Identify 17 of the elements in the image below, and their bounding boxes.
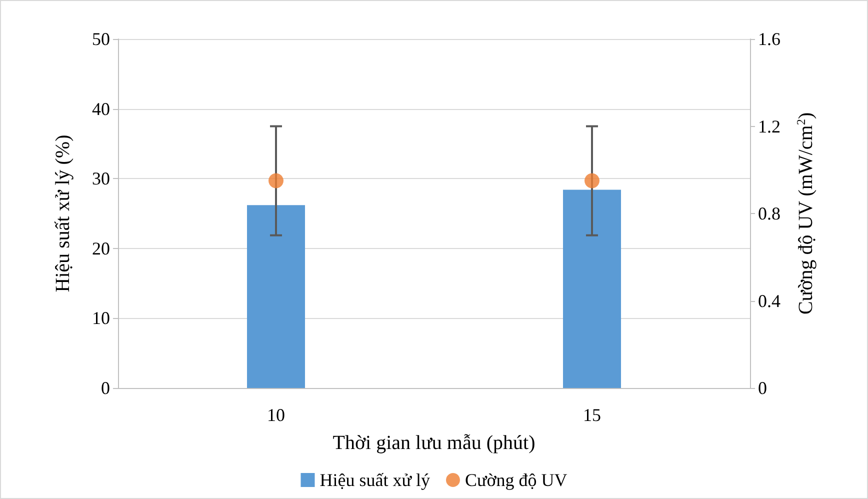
y-axis-title: Hiệu suất xử lý (%) [52, 134, 74, 292]
legend-label: Hiệu suất xử lý [320, 470, 430, 490]
y2-tick-label: 1.2 [758, 116, 780, 136]
y2-tick-label: 1.6 [758, 29, 780, 49]
y2-tick-label: 0 [758, 378, 767, 398]
y2-tick-label: 0.8 [758, 204, 780, 224]
y-tick-label: 0 [101, 378, 110, 398]
y2-tick-label: 0.4 [758, 290, 780, 311]
y2-axis-title: Cường độ UV (mW/cm2) [794, 112, 817, 315]
y-tick-label: 10 [92, 308, 110, 328]
x-axis-title: Thời gian lưu mẫu (phút) [332, 432, 536, 454]
legend-label: Cường độ UV [464, 470, 568, 490]
x-tick-label: 15 [583, 405, 601, 425]
y-tick-label: 20 [92, 238, 110, 258]
y-tick-label: 50 [92, 29, 110, 49]
y-tick-label: 40 [92, 98, 110, 119]
y-tick-label: 30 [92, 168, 110, 189]
